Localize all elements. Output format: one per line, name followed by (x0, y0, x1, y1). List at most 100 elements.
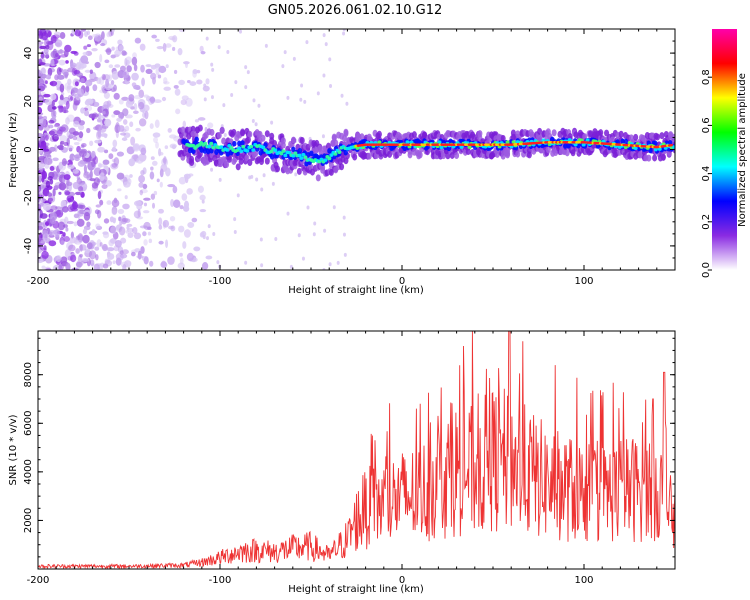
noise-speckle (118, 45, 125, 52)
noise-speckle (158, 65, 167, 74)
signal-cell (352, 153, 358, 161)
signal-cell (618, 130, 624, 138)
noise-speckle (260, 263, 264, 268)
noise-speckle (244, 260, 248, 265)
noise-speckle (66, 85, 74, 90)
noise-speckle (52, 188, 56, 197)
noise-speckle (64, 249, 72, 258)
noise-speckle (153, 99, 162, 104)
noise-speckle (201, 262, 209, 270)
y-tick-label: -20 (23, 190, 34, 206)
signal-cell (293, 151, 298, 155)
noise-speckle (83, 170, 89, 176)
noise-speckle (108, 239, 115, 247)
signal-cell (269, 149, 274, 154)
noise-speckle (260, 187, 264, 192)
noise-speckle (92, 84, 98, 92)
noise-speckle (342, 29, 346, 32)
noise-speckle (116, 117, 122, 122)
noise-speckle (233, 229, 237, 234)
noise-speckle (110, 87, 116, 93)
x-tick-label: 0 (399, 276, 405, 287)
noise-speckle (97, 190, 102, 200)
x-tick-label: -100 (209, 575, 232, 586)
noise-speckle (60, 240, 65, 246)
noise-speckle (145, 68, 153, 75)
signal-cell (671, 145, 675, 149)
noise-speckle (60, 256, 68, 263)
noise-speckle (38, 132, 44, 138)
colorbar-tick-label: 0.6 (701, 117, 712, 133)
noise-speckle (66, 114, 75, 123)
noise-speckle (217, 45, 221, 50)
noise-speckle (97, 209, 102, 219)
noise-speckle (54, 124, 59, 128)
snr-series-line (38, 331, 675, 569)
noise-speckle (165, 64, 169, 69)
noise-speckle (38, 258, 44, 264)
noise-speckle (216, 260, 220, 265)
noise-speckle (165, 239, 169, 248)
x-tick-label: -100 (209, 276, 232, 287)
noise-speckle (233, 217, 237, 222)
noise-speckle (48, 119, 55, 124)
noise-speckle (112, 260, 116, 265)
noise-speckle (84, 110, 90, 117)
noise-speckle (108, 64, 114, 69)
noise-speckle (78, 186, 84, 192)
noise-speckle (169, 215, 176, 222)
noise-speckle (66, 220, 74, 225)
signal-cell (305, 143, 311, 151)
noise-speckle (168, 225, 174, 230)
noise-speckle (184, 61, 188, 69)
noise-speckle (59, 126, 66, 132)
noise-speckle (340, 93, 344, 98)
noise-speckle (63, 236, 70, 243)
x-tick-label: 100 (574, 276, 593, 287)
noise-speckle (178, 176, 187, 185)
noise-speckle (120, 237, 127, 244)
signal-cell (309, 150, 314, 157)
signal-cell (387, 150, 393, 158)
signal-cell (194, 136, 199, 143)
noise-speckle (244, 85, 248, 90)
noise-speckle (135, 127, 141, 132)
noise-speckle (38, 148, 43, 154)
noise-speckle (114, 49, 122, 57)
noise-speckle (154, 119, 160, 129)
noise-speckle (171, 144, 177, 150)
noise-speckle (84, 69, 91, 73)
signal-cell (653, 140, 658, 147)
snr-panel: -200 -100 0 100 2000 4000 6000 8000 Height of … (8, 330, 676, 595)
noise-speckle (212, 232, 216, 237)
noise-speckle (254, 122, 258, 127)
noise-speckle (139, 189, 144, 196)
noise-speckle (75, 248, 80, 254)
noise-speckle (43, 93, 51, 98)
y-tick-label: 8000 (23, 362, 34, 387)
noise-speckle (59, 83, 65, 93)
noise-speckle (125, 56, 132, 64)
signal-cell (333, 152, 338, 156)
noise-speckle (73, 70, 80, 75)
noise-speckle (105, 78, 110, 88)
noise-speckle (128, 94, 135, 102)
noise-speckle (149, 123, 154, 130)
signal-cell (315, 174, 321, 182)
signal-cell (237, 140, 242, 147)
noise-speckle (197, 117, 206, 121)
noise-speckle (132, 143, 141, 152)
noise-speckle (91, 48, 98, 52)
noise-speckle (145, 64, 152, 68)
noise-speckle (48, 240, 57, 247)
noise-speckle (131, 72, 139, 81)
noise-speckle (58, 59, 66, 66)
signal-cell (209, 141, 214, 146)
noise-speckle (63, 174, 71, 180)
noise-speckle (286, 95, 290, 100)
noise-speckle (43, 124, 50, 132)
signal-cell (231, 128, 237, 136)
noise-speckle (95, 204, 101, 208)
noise-speckle (158, 224, 163, 230)
noise-speckle (53, 134, 59, 140)
